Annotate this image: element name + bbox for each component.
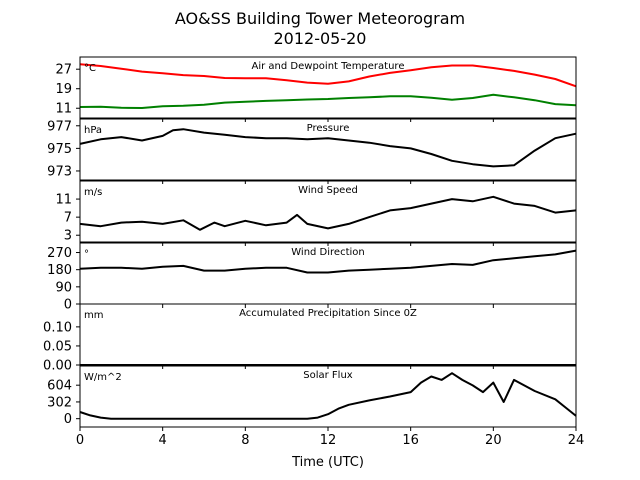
y-tick-label: 27 [55,63,72,78]
panel-title: Air and Dewpoint Temperature [252,61,405,72]
y-tick-label: 270 [47,246,72,261]
panel-4: 0.10 0.05 0.00 mm Accumulated Precipitation … [43,303,577,374]
series-line-2-0 [79,195,577,231]
panel-1: 977 975 973 hPa Pressure [47,118,577,184]
chart-subtitle: 2012-05-20 [274,29,367,48]
x-tick-label: 4 [159,433,167,448]
panel-unit-label: mm [84,310,103,321]
panel-title: Pressure [307,123,350,134]
x-tick-label: 24 [568,433,585,448]
y-tick-label: 90 [55,280,72,295]
y-tick-label: 0.00 [43,359,72,374]
y-tick-label: 7 [64,211,72,226]
x-tick-label: 8 [241,433,249,448]
y-tick-label: 0.10 [43,320,72,335]
series-line-0-0 [79,63,577,88]
y-tick-label: 973 [47,164,72,179]
y-tick-label: 0.05 [43,339,72,354]
panel-title: Wind Direction [291,247,365,258]
panel-2: 11 7 3 m/s Wind Speed [55,180,577,246]
panel-unit-label: ° [84,249,89,260]
x-tick-label: 12 [320,433,337,448]
panel-unit-label: °C [84,63,96,74]
x-axis: 0 4 8 12 16 20 24 [76,433,584,448]
panel-0: 27 19 11 °C Air and Dewpoint Temperature [55,56,577,122]
y-tick-label: 0 [64,298,72,313]
x-axis-label: Time (UTC) [291,455,364,470]
y-tick-label: 302 [47,395,72,410]
series-line-1-0 [79,128,577,168]
series-line-5-0 [79,372,577,420]
y-tick-label: 11 [55,102,72,117]
y-tick-label: 975 [47,142,72,157]
chart-title: AO&SS Building Tower Meteorogram [175,9,465,28]
panel-title: Solar Flux [303,370,353,381]
y-tick-label: 19 [55,82,72,97]
y-tick-label: 3 [64,229,72,244]
panel-unit-label: m/s [84,187,102,198]
y-tick-label: 180 [47,263,72,278]
y-tick-label: 604 [47,379,72,394]
panel-3: 270 180 90 0 ° Wind Direction [47,242,577,313]
panel-title: Wind Speed [298,185,358,196]
panel-title: Accumulated Precipitation Since 0Z [239,308,417,319]
panel-unit-label: W/m^2 [84,372,122,383]
y-tick-label: 977 [47,119,72,134]
x-tick-label: 16 [402,433,419,448]
series-line-0-1 [79,93,577,109]
series-line-3-0 [79,249,577,274]
x-tick-label: 20 [485,433,502,448]
x-tick-label: 0 [76,433,84,448]
y-tick-label: 0 [64,412,72,427]
y-tick-label: 11 [55,193,72,208]
panel-unit-label: hPa [84,125,102,136]
